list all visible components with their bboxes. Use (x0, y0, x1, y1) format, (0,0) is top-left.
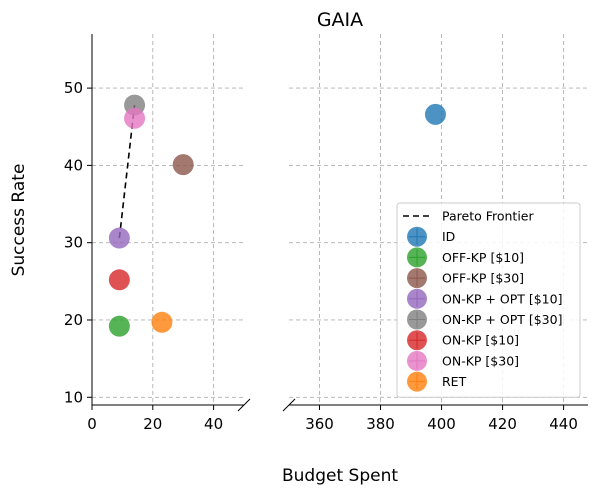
data-point (108, 315, 130, 337)
legend-label: ON-KP [$10] (442, 333, 519, 348)
x-tick-label: 40 (204, 415, 223, 433)
data-point (124, 107, 146, 129)
chart-title: GAIA (317, 9, 363, 31)
legend-label: ON-KP [$30] (442, 353, 519, 368)
y-tick-label: 50 (64, 79, 83, 97)
axis-break-mark (237, 398, 251, 412)
x-tick-label: 20 (143, 415, 162, 433)
data-points (108, 94, 446, 337)
x-tick-label: 380 (366, 415, 395, 433)
y-tick-label: 20 (64, 311, 83, 329)
legend-label: ON-KP + OPT [$30] (442, 312, 562, 327)
y-tick-label: 30 (64, 234, 83, 252)
x-tick-label: 0 (87, 415, 97, 433)
x-tick-label: 440 (549, 415, 578, 433)
data-point (108, 269, 130, 291)
legend-label: RET (442, 374, 467, 389)
y-axis: 10 20 30 40 50 (64, 34, 93, 406)
y-tick-label: 40 (64, 156, 83, 174)
x-tick-label: 360 (305, 415, 334, 433)
y-tick-label: 10 (64, 388, 83, 406)
x-tick-label: 420 (488, 415, 517, 433)
legend: Pareto Frontier ID OFF-KP [$10] OFF-KP [$30… (396, 202, 581, 398)
axis-break-marks (237, 398, 296, 412)
axis-break-mark (282, 398, 296, 412)
data-point (424, 103, 446, 125)
legend-label: OFF-KP [$30] (442, 271, 524, 286)
data-point (172, 154, 194, 176)
legend-box (396, 202, 581, 398)
x-tick-label: 400 (427, 415, 456, 433)
data-point (108, 227, 130, 249)
data-point (151, 311, 173, 333)
x-axis-label: Budget Spent (282, 466, 398, 486)
y-axis-label: Success Rate (9, 164, 29, 277)
legend-label: ON-KP + OPT [$10] (442, 291, 562, 306)
legend-label: Pareto Frontier (442, 209, 534, 224)
legend-label: ID (442, 229, 455, 244)
legend-label: OFF-KP [$10] (442, 250, 524, 265)
